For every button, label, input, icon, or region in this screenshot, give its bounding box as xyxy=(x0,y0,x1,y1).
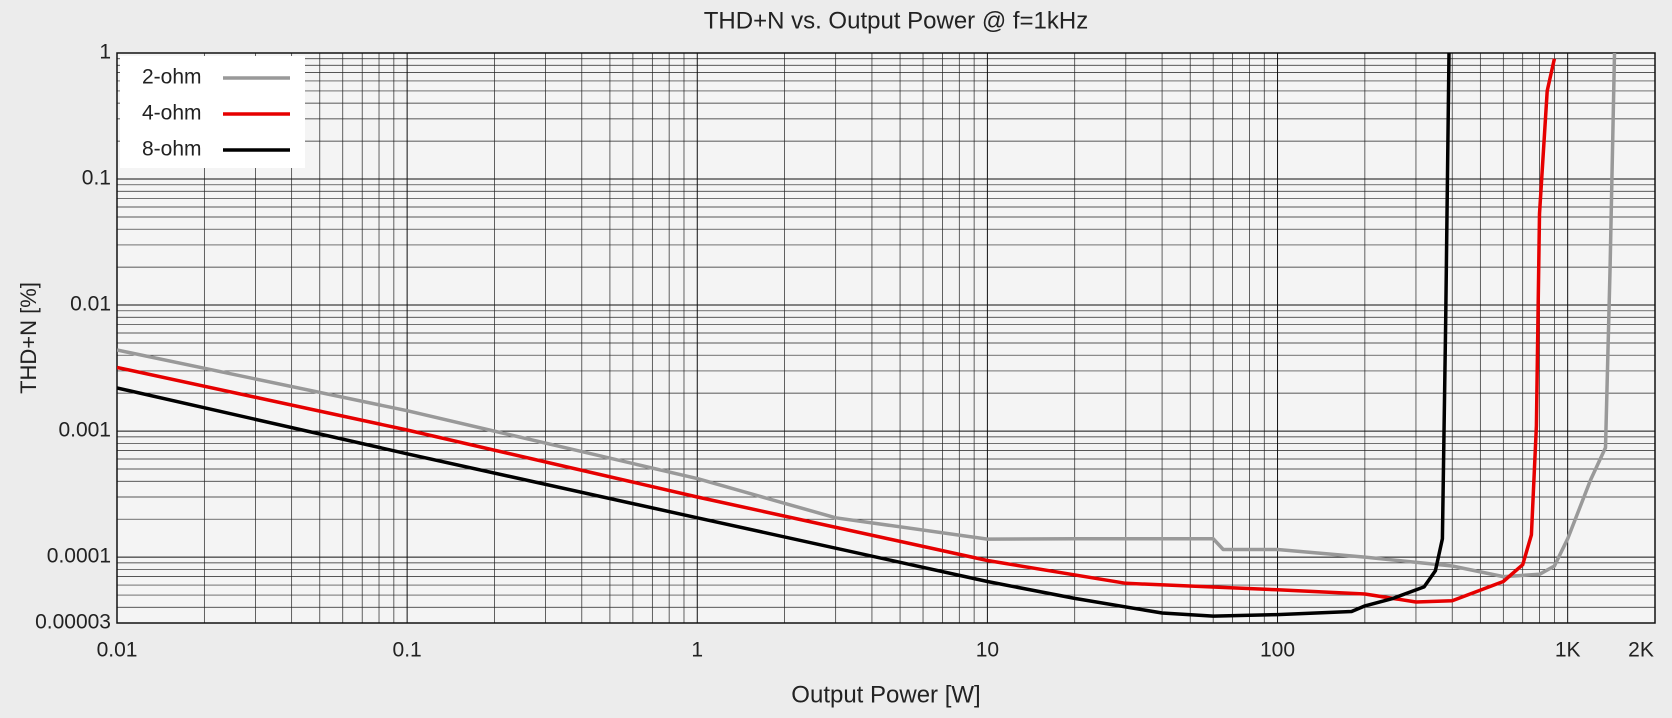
y-tick-label: 0.01 xyxy=(70,293,111,316)
x-tick-label: 1 xyxy=(691,639,703,662)
legend-label: 4-ohm xyxy=(142,102,202,125)
y-tick-label: 0.0001 xyxy=(47,545,111,568)
legend-label: 8-ohm xyxy=(142,138,202,161)
x-tick-label: 0.01 xyxy=(97,639,138,662)
series-line xyxy=(117,52,1451,618)
y-axis-label: THD+N [%] xyxy=(16,282,41,394)
series-line xyxy=(117,52,1617,579)
plot-frame xyxy=(116,52,1656,624)
x-tick-label: 1K xyxy=(1555,639,1581,662)
series-line xyxy=(117,58,1557,604)
series-group xyxy=(117,52,1617,618)
x-tick-label: 100 xyxy=(1260,639,1295,662)
y-tick-label: 0.00003 xyxy=(35,611,111,634)
plot-area xyxy=(117,53,1655,623)
legend-label: 2-ohm xyxy=(142,66,202,89)
y-tick-label: 0.001 xyxy=(58,419,111,442)
x-tick-label: 10 xyxy=(976,639,999,662)
x-axis-label: Output Power [W] xyxy=(791,681,980,708)
y-tick-label: 1 xyxy=(99,41,111,64)
y-tick-label: 0.1 xyxy=(82,167,111,190)
chart-title: THD+N vs. Output Power @ f=1kHz xyxy=(704,7,1088,34)
x-tick-label: 2K xyxy=(1628,639,1654,662)
x-tick-label: 0.1 xyxy=(393,639,422,662)
